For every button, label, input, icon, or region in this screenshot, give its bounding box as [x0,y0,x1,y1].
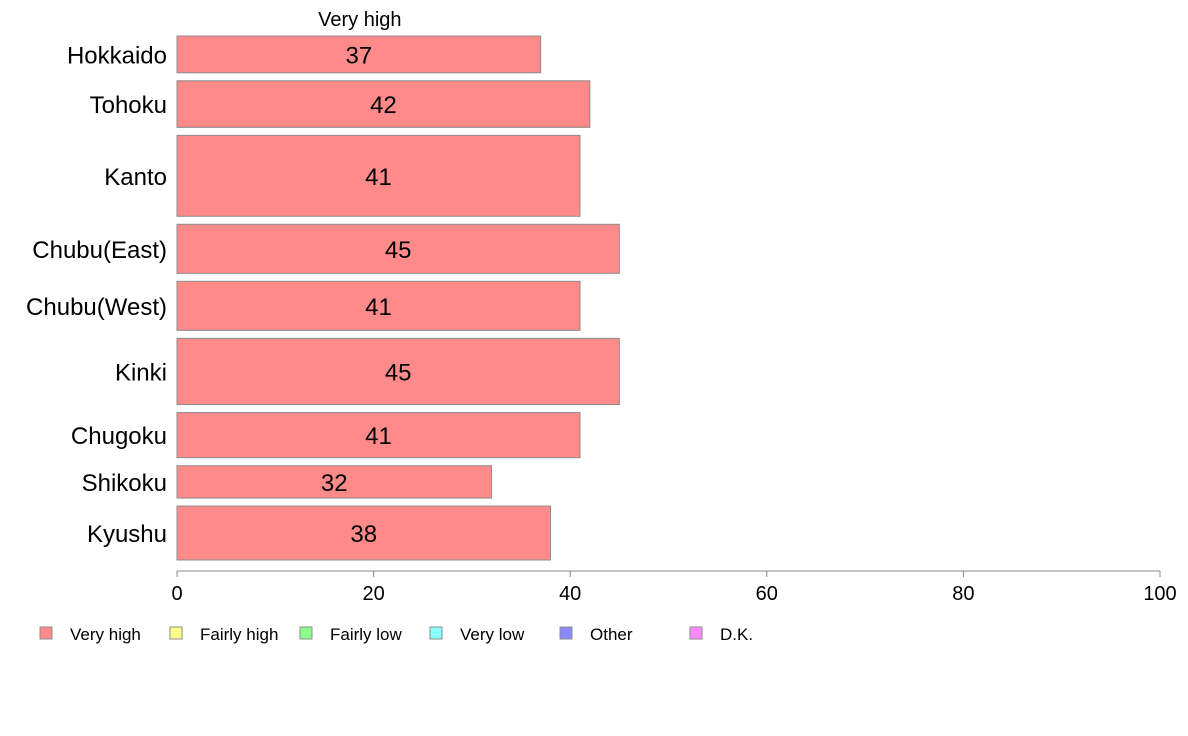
series-header-layer: Very high [318,9,401,31]
category-label: Tohoku [90,92,167,119]
legend-swatch [39,626,53,640]
series-header: Very high [318,9,401,31]
bar-value-label: 41 [365,294,392,321]
legend-label: Very high [70,625,141,644]
legend-label: Other [590,625,633,644]
legend-item: Fairly high [169,625,278,644]
x-tick-label: 0 [171,583,182,605]
bar-kinki [176,337,620,406]
bar-value-label: 45 [385,237,412,264]
bar-value-label: 41 [365,164,392,191]
legend-label: Fairly high [200,625,278,644]
bar-shikoku [176,465,493,499]
category-label: Shikoku [82,470,167,497]
bar-value-label: 45 [385,359,412,386]
bar-hokkaido [176,35,542,74]
bar-value-label: 41 [365,423,392,450]
legend-label: Very low [460,625,525,644]
legend-swatch [299,626,313,640]
legend-label: D.K. [720,625,753,644]
legend: Very high Fairly high Fairly low Very low Ot… [39,625,753,644]
legend-item: D.K. [689,625,753,644]
legend-swatch [169,626,183,640]
bar-chubu-west- [176,280,581,331]
legend-item: Other [559,625,633,644]
x-tick-label: 40 [559,583,581,605]
bar-value-label: 32 [321,470,348,497]
x-tick-label: 20 [362,583,384,605]
bar-chubu-east- [176,223,620,274]
category-label: Kanto [104,164,167,191]
category-label: Kinki [115,359,167,386]
category-label: Chubu(East) [32,237,167,264]
x-tick-label: 80 [952,583,974,605]
category-label: Chubu(West) [26,294,167,321]
legend-item: Fairly low [299,625,403,644]
legend-label: Fairly low [330,625,403,644]
category-label: Kyushu [87,521,167,548]
bar-value-label: 37 [346,42,373,69]
bar-value-label: 38 [350,521,377,548]
x-tick-label: 100 [1143,583,1176,605]
category-labels: Hokkaido Tohoku Kanto Chubu(East) Chubu(West… [26,42,167,548]
bar-kyushu [176,505,552,561]
legend-item: Very low [429,625,525,644]
category-label: Hokkaido [67,42,167,69]
legend-item: Very high [39,625,141,644]
bar-kanto [176,134,581,217]
bar-tohoku [176,80,591,128]
legend-swatch [689,626,703,640]
legend-swatch [429,626,443,640]
legend-swatch [559,626,573,640]
bar-chugoku [176,412,581,459]
x-tick-label: 60 [756,583,778,605]
x-axis: 0 20 40 60 80 100 [171,570,1177,605]
bar-value-label: 42 [370,92,397,119]
category-label: Chugoku [71,423,167,450]
